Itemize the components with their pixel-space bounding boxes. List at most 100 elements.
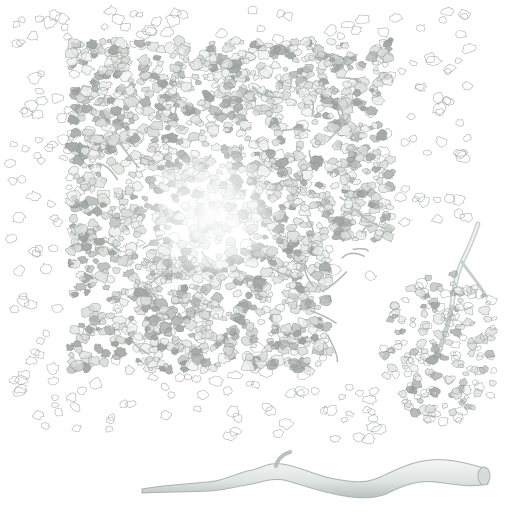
leaf <box>56 134 69 146</box>
leaf <box>211 82 219 89</box>
leaf <box>469 365 479 375</box>
leaf <box>11 39 23 49</box>
leaf <box>288 44 299 53</box>
leaf <box>232 413 243 423</box>
leaf <box>419 303 427 309</box>
leaf <box>346 144 355 151</box>
leaf <box>310 245 324 256</box>
leaf <box>140 295 153 306</box>
leaf <box>31 249 41 257</box>
leaf <box>296 284 306 294</box>
leaf <box>489 324 497 331</box>
leaf <box>276 339 290 351</box>
leaf <box>252 109 261 117</box>
leaf <box>435 108 445 117</box>
leaf <box>46 361 60 375</box>
leaf <box>80 183 91 192</box>
leaf <box>18 292 28 300</box>
leaf <box>354 14 371 25</box>
leaf <box>92 258 100 266</box>
leaf <box>164 124 172 131</box>
leaf <box>352 88 362 99</box>
leaf <box>129 10 139 18</box>
leaf <box>441 402 449 410</box>
leaf <box>367 413 379 423</box>
leaf <box>8 375 20 385</box>
leaf <box>316 192 327 201</box>
leaf <box>91 109 102 118</box>
leaf <box>124 364 136 375</box>
twig <box>201 107 211 113</box>
leaf <box>391 313 399 319</box>
leaf <box>226 110 237 120</box>
leaf <box>120 23 132 32</box>
leaf <box>299 338 308 346</box>
leaf <box>339 230 352 241</box>
leaf <box>227 370 244 380</box>
leaf <box>488 380 497 387</box>
leaf <box>64 46 79 59</box>
leaf <box>173 325 186 333</box>
leaf <box>74 105 84 114</box>
leaf <box>490 367 497 374</box>
leaf <box>245 102 254 111</box>
leaf <box>111 341 118 347</box>
leaf <box>221 43 237 54</box>
leaf <box>309 333 320 342</box>
leaf <box>416 24 426 32</box>
leaf <box>365 152 376 162</box>
leaf <box>177 70 186 80</box>
leaf <box>376 145 390 158</box>
leaf <box>463 133 472 142</box>
twig <box>94 94 106 106</box>
leaf <box>34 87 45 95</box>
leaf <box>266 98 276 105</box>
leaf <box>39 263 53 274</box>
leaf <box>80 51 93 64</box>
leaf <box>111 13 125 25</box>
leaf <box>372 59 380 67</box>
leaf <box>73 223 88 235</box>
leaf <box>167 290 175 296</box>
leaf <box>335 160 343 168</box>
leaf <box>430 370 444 382</box>
leaf <box>400 184 411 193</box>
leaf <box>320 321 333 333</box>
leaf <box>299 37 311 47</box>
leaf <box>362 394 377 406</box>
leaf <box>141 335 148 341</box>
leaf <box>448 270 458 279</box>
leaf <box>313 181 326 189</box>
twig <box>281 128 312 133</box>
leaf <box>307 325 319 336</box>
leaf <box>443 193 455 204</box>
leaf <box>330 171 338 179</box>
leaf <box>457 297 464 304</box>
leaf <box>298 130 309 139</box>
leaf <box>267 291 274 297</box>
leaf <box>156 294 164 300</box>
leaf <box>297 170 303 177</box>
leaf <box>483 315 493 323</box>
leaf <box>5 233 18 244</box>
leaf <box>240 83 248 90</box>
leaf <box>48 244 59 252</box>
leaf <box>71 424 82 433</box>
leaf <box>158 97 167 105</box>
leaf <box>52 217 63 227</box>
leaf <box>315 104 326 113</box>
leaf <box>422 322 433 329</box>
leaf <box>51 304 65 313</box>
twig <box>355 210 386 230</box>
leaf <box>40 421 51 430</box>
leaf <box>292 329 303 338</box>
leaf <box>370 423 387 435</box>
leaf <box>382 52 395 63</box>
leaf <box>60 23 69 32</box>
leaf <box>21 107 34 118</box>
leaf <box>485 392 496 399</box>
leaf <box>311 339 326 353</box>
leaf <box>397 389 407 399</box>
leaf <box>165 14 181 28</box>
leaf <box>147 373 159 382</box>
